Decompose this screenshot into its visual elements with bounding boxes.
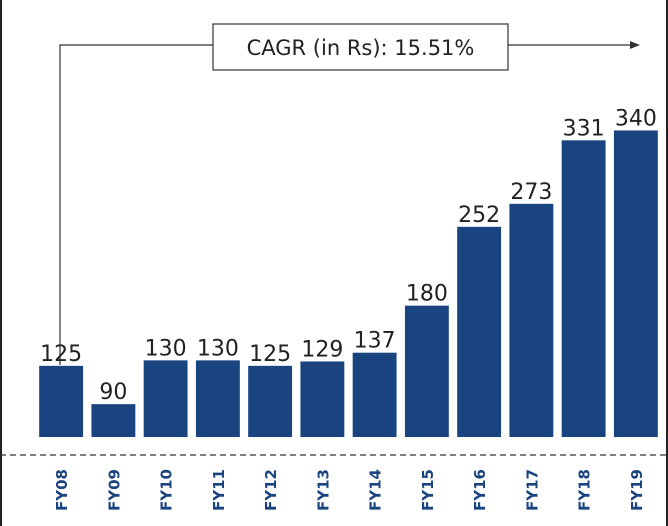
arrow-head [630, 41, 640, 49]
bar [457, 226, 502, 437]
x-tick-label: FY17 [523, 469, 541, 511]
x-tick-label: FY08 [53, 469, 71, 511]
value-label: 340 [615, 106, 657, 131]
bar [195, 360, 240, 437]
value-label: 331 [563, 116, 605, 141]
annotation: CAGR (in Rs): 15.51% [247, 36, 475, 60]
bar [39, 365, 84, 437]
x-tick-label: FY18 [576, 469, 594, 511]
bar [613, 130, 658, 437]
value-label: 273 [510, 180, 552, 205]
bar [352, 352, 397, 437]
value-label: 129 [301, 337, 343, 362]
x-tick-label: FY16 [471, 469, 489, 511]
bar [404, 305, 449, 437]
x-tick-label: FY14 [367, 469, 385, 511]
x-tick-label: FY09 [105, 469, 123, 511]
bar [248, 365, 293, 437]
x-tick-label: FY10 [158, 469, 176, 511]
value-label: 90 [99, 380, 127, 405]
value-label: 252 [458, 203, 500, 228]
x-tick-label: FY11 [210, 469, 228, 511]
annotation-box [212, 23, 509, 71]
value-label: 130 [145, 336, 187, 361]
value-label: 137 [354, 329, 396, 354]
cagr-line [59, 44, 213, 365]
x-tick-label: FY13 [314, 469, 332, 511]
x-tick-label: FY15 [419, 469, 437, 511]
bar [91, 404, 136, 437]
bar [143, 360, 188, 437]
value-label: 125 [249, 342, 291, 367]
bar [509, 203, 554, 437]
bar [300, 361, 345, 437]
x-tick-label: FY19 [628, 469, 646, 511]
value-label: 130 [197, 336, 239, 361]
value-label: 180 [406, 282, 448, 307]
bar [561, 140, 606, 438]
value-label: 125 [40, 342, 82, 367]
x-tick-label: FY12 [262, 469, 280, 511]
